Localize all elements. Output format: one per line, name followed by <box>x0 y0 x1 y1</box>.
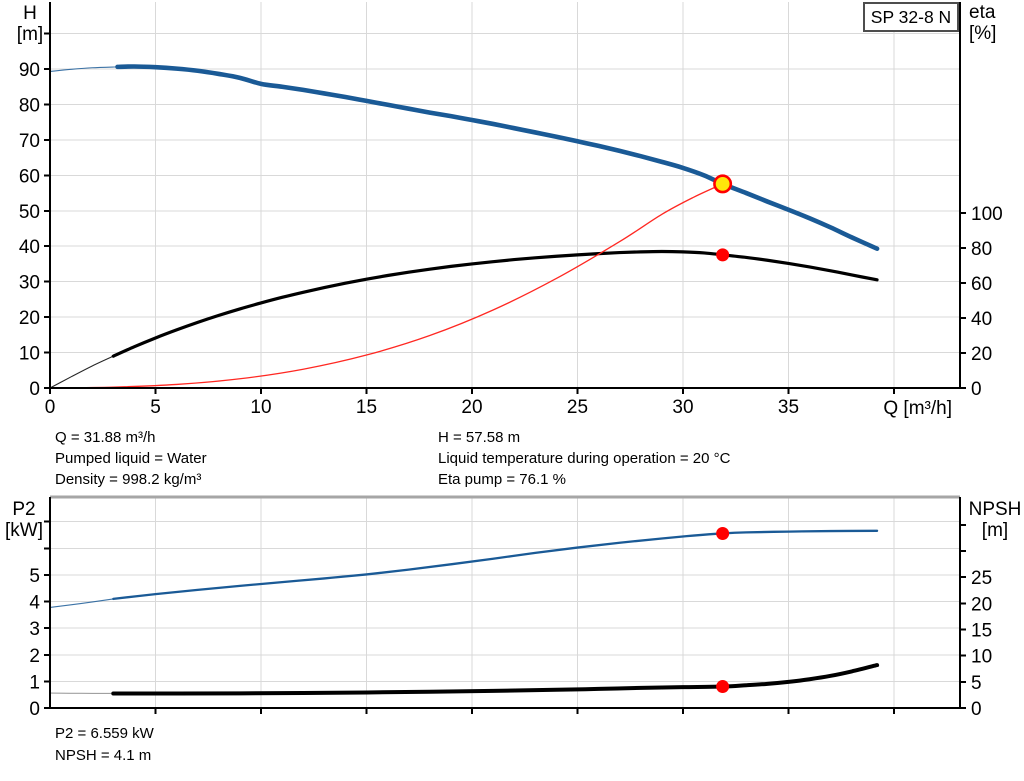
right-tick-label: 25 <box>971 568 992 589</box>
npsh-curve <box>111 663 880 696</box>
annotation-p2: P2 = 6.559 kW <box>55 725 154 742</box>
x-tick-label: 5 <box>150 397 161 418</box>
npsh-duty-point-marker <box>716 680 730 694</box>
duty-point-marker <box>713 174 733 194</box>
left-tick-label: 50 <box>19 202 40 223</box>
annotation-eta-pump: Eta pump = 76.1 % <box>438 471 566 488</box>
right-tick-label: 40 <box>971 309 992 330</box>
npsh-axis-title-line2: [m] <box>981 520 1009 541</box>
h-axis-title-line1: H <box>23 3 37 24</box>
eta-axis-title: eta [%] <box>969 2 1023 44</box>
left-tick-label: 20 <box>19 308 40 329</box>
p2-axis-title-line1: P2 <box>12 499 36 520</box>
left-tick-label: 70 <box>19 131 40 152</box>
eta-axis-title-line2: [%] <box>969 23 997 44</box>
annotation-density: Density = 998.2 kg/m³ <box>55 471 202 488</box>
left-tick-label: 80 <box>19 95 40 116</box>
eta-curve <box>111 249 879 358</box>
p2-duty-point-marker <box>716 526 730 540</box>
eta-axis-title-line1: eta <box>969 2 996 23</box>
left-tick-label: 2 <box>29 646 40 667</box>
p2-curve-lead-in <box>49 598 114 608</box>
annotation-liquid-temp: Liquid temperature during operation = 20… <box>438 450 731 467</box>
left-tick-label: 3 <box>29 619 40 640</box>
left-tick-label: 60 <box>19 166 40 187</box>
right-tick-label: 0 <box>971 699 982 720</box>
p2-curve <box>112 529 879 601</box>
npsh-axis-title-line1: NPSH <box>968 499 1022 520</box>
x-tick-label: 20 <box>461 397 482 418</box>
x-tick-label: 35 <box>778 397 799 418</box>
pump-type-badge: SP 32-8 N <box>863 2 959 32</box>
x-tick-label: 10 <box>250 397 271 418</box>
x-tick-label: 30 <box>672 397 693 418</box>
left-tick-label: 1 <box>29 672 40 693</box>
left-tick-label: 40 <box>19 237 40 258</box>
duty-system-curve <box>49 183 724 389</box>
left-tick-label: 4 <box>29 593 40 614</box>
right-tick-label: 100 <box>971 204 1003 225</box>
right-tick-label: 15 <box>971 621 992 642</box>
annotation-npsh: NPSH = 4.1 m <box>55 747 152 764</box>
head-curve <box>115 64 880 251</box>
eta-curve-lead-in <box>49 355 114 389</box>
h-axis-title: H [m] <box>8 3 52 45</box>
left-tick-label: 0 <box>29 379 40 400</box>
annotation-pumped-liquid: Pumped liquid = Water <box>55 450 207 467</box>
right-tick-label: 5 <box>971 673 982 694</box>
x-tick-label: 15 <box>356 397 377 418</box>
left-tick-label: 5 <box>29 566 40 587</box>
x-tick-label: 25 <box>567 397 588 418</box>
left-tick-label: 10 <box>19 344 40 365</box>
right-tick-label: 20 <box>971 594 992 615</box>
right-tick-label: 80 <box>971 239 992 260</box>
left-tick-label: 30 <box>19 273 40 294</box>
right-tick-label: 60 <box>971 274 992 295</box>
annotation-flow: Q = 31.88 m³/h <box>55 429 156 446</box>
right-tick-label: 0 <box>971 379 982 400</box>
right-tick-label: 10 <box>971 647 992 668</box>
annotation-head: H = 57.58 m <box>438 429 521 446</box>
p2-axis-title-line2: [kW] <box>5 520 43 541</box>
p2-axis-title: P2 [kW] <box>0 499 48 541</box>
x-tick-label: 0 <box>45 397 56 418</box>
right-tick-label: 20 <box>971 344 992 365</box>
left-tick-label: 0 <box>29 699 40 720</box>
eta-duty-point-marker <box>716 248 730 262</box>
q-axis-label: Q [m³/h] <box>883 398 952 419</box>
head-curve-lead-in <box>49 66 118 73</box>
h-axis-title-line2: [m] <box>16 24 44 45</box>
left-tick-label: 90 <box>19 60 40 81</box>
npsh-axis-title: NPSH [m] <box>966 499 1024 541</box>
